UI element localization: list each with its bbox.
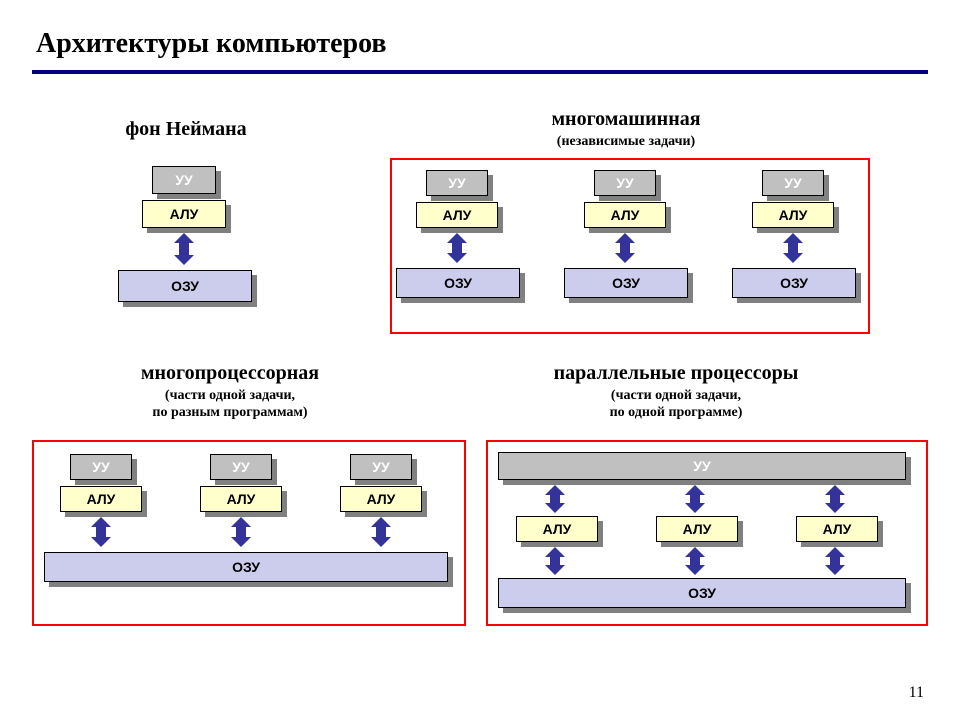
uu-box: УУ — [762, 170, 824, 196]
arrow-icon — [176, 234, 192, 264]
uu-box: УУ — [594, 170, 656, 196]
alu-box: АЛУ — [516, 516, 598, 542]
alu-box: АЛУ — [796, 516, 878, 542]
arrow-icon — [687, 486, 703, 512]
alu-box: АЛУ — [416, 202, 498, 228]
slide-title: Архитектуры компьютеров — [36, 28, 387, 60]
section-multimachine-title: многомашинная — [496, 108, 756, 131]
arrow-icon — [449, 234, 465, 262]
arrow-icon — [373, 518, 389, 546]
uu-box: УУ — [350, 454, 412, 480]
arrow-icon — [547, 486, 563, 512]
section-multimachine-sub: (независимые задачи) — [496, 134, 756, 150]
arrow-icon — [827, 486, 843, 512]
page-number: 11 — [909, 684, 924, 702]
ram-box: ОЗУ — [498, 578, 906, 608]
section-multicpu-sub: (части одной задачи, по разным программа… — [90, 388, 370, 422]
arrow-icon — [93, 518, 109, 546]
uu-box: УУ — [70, 454, 132, 480]
alu-box: АЛУ — [752, 202, 834, 228]
ram-box: ОЗУ — [44, 552, 448, 582]
alu-box: АЛУ — [142, 200, 226, 228]
uu-box: УУ — [210, 454, 272, 480]
uu-box: УУ — [426, 170, 488, 196]
arrow-icon — [233, 518, 249, 546]
alu-box: АЛУ — [60, 486, 142, 512]
arrow-icon — [785, 234, 801, 262]
alu-box: АЛУ — [200, 486, 282, 512]
arrow-icon — [617, 234, 633, 262]
alu-box: АЛУ — [656, 516, 738, 542]
arrow-icon — [547, 548, 563, 574]
uu-box: УУ — [152, 166, 216, 194]
alu-box: АЛУ — [584, 202, 666, 228]
section-von-neumann-title: фон Неймана — [96, 118, 276, 141]
section-parallel-sub: (части одной задачи, по одной программе) — [506, 388, 846, 422]
ram-box: ОЗУ — [732, 268, 856, 298]
arrow-icon — [827, 548, 843, 574]
ram-box: ОЗУ — [564, 268, 688, 298]
section-multicpu-title: многопроцессорная — [90, 362, 370, 385]
title-rule — [32, 70, 928, 74]
arrow-icon — [687, 548, 703, 574]
ram-box: ОЗУ — [396, 268, 520, 298]
alu-box: АЛУ — [340, 486, 422, 512]
section-parallel-title: параллельные процессоры — [506, 362, 846, 385]
ram-box: ОЗУ — [118, 270, 252, 302]
uu-box: УУ — [498, 452, 906, 480]
